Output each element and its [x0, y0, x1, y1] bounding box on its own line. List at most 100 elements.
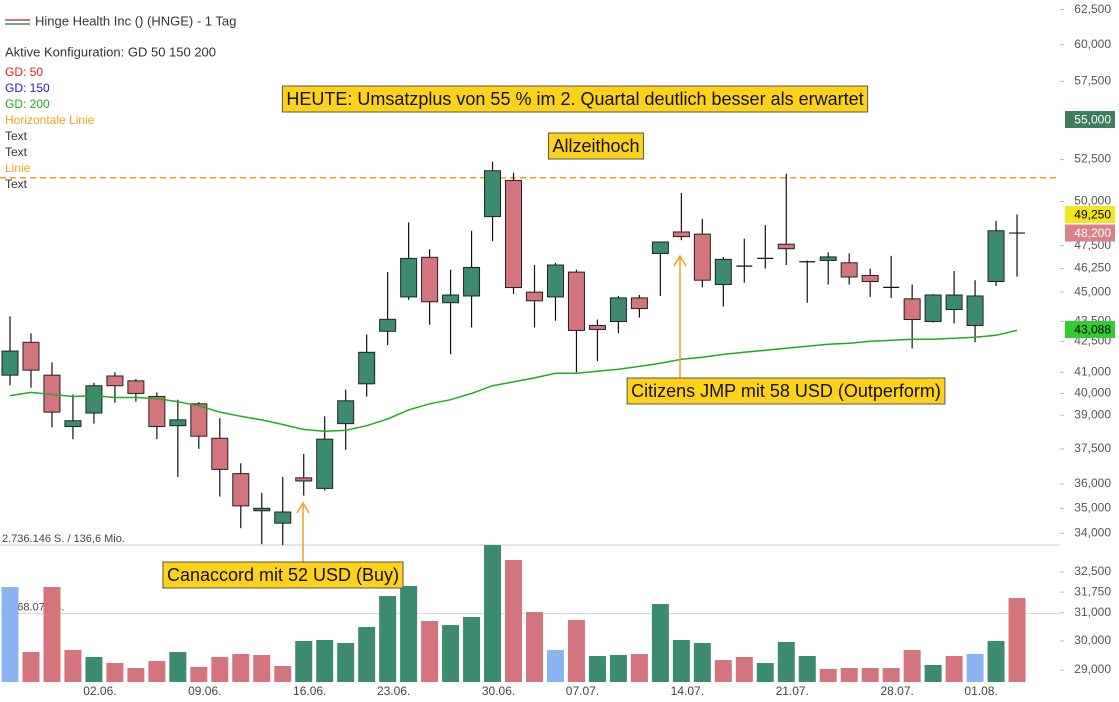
candle-body: [651, 241, 669, 254]
y-tick-label: 60,000: [1074, 37, 1111, 51]
x-tick-label: 09.06.: [188, 684, 221, 698]
volume-bar: [1, 587, 19, 682]
candle-body: [714, 258, 732, 286]
volume-bar: [966, 654, 984, 682]
price-pane: [0, 161, 1060, 546]
y-tick-label: 37,500: [1074, 441, 1111, 455]
candle-body: [567, 271, 585, 331]
candle-body: [777, 243, 795, 250]
volume-bar: [106, 663, 124, 682]
price-marker: [1065, 224, 1115, 242]
annotation-box: [162, 561, 404, 589]
legend-entry: GD: 50: [5, 65, 43, 79]
annotation-text: HEUTE: Umsatzplus von 55 % im 2. Quartal…: [286, 89, 863, 109]
y-tick-label: 40,000: [1074, 386, 1111, 400]
annotation-text: Allzeithoch: [552, 136, 639, 156]
volume-bar: [463, 617, 481, 682]
candle-body: [861, 274, 879, 283]
candle-body: [379, 318, 397, 332]
x-tick-label: 16.06.: [293, 684, 326, 698]
candle-body: [85, 385, 103, 414]
chart-title: Hinge Health Inc () (HNGE) - 1 Tag: [35, 13, 236, 28]
volume-bar: [1008, 598, 1026, 682]
candle-body: [295, 477, 313, 482]
x-tick-label: 23.06.: [377, 684, 410, 698]
volume-bar: [442, 625, 460, 682]
volume-bar: [609, 655, 627, 682]
candle-body: [337, 400, 355, 425]
chart-subtitle: Aktive Konfiguration: GD 50 150 200: [5, 44, 216, 59]
annotation-box: [626, 377, 946, 405]
volume-bar: [253, 655, 271, 682]
legend-entry: GD: 200: [5, 97, 50, 111]
legend-entry: Linie: [5, 161, 31, 175]
x-tick-label: 30.06.: [482, 684, 515, 698]
volume-bar: [400, 586, 418, 682]
candle-body: [630, 297, 648, 310]
volume-bar: [924, 664, 942, 682]
price-marker: [1065, 206, 1115, 224]
candle-body: [505, 179, 523, 289]
volume-bar: [295, 640, 313, 682]
y-tick-label: 39,000: [1074, 407, 1111, 421]
x-tick-label: 14.07.: [671, 684, 704, 698]
moving-average-line: [9, 329, 1018, 433]
volume-bar: [190, 666, 208, 682]
candle-body: [316, 438, 334, 489]
annotation-text: Citizens JMP mit 58 USD (Outperform): [631, 381, 941, 401]
candle-body: [358, 351, 376, 385]
volume-bar: [358, 627, 376, 682]
volume-bar: [777, 641, 795, 682]
volume-label: 2.736.146 S. / 136,6 Mio.: [2, 533, 125, 545]
x-tick-label: 02.06.: [83, 684, 116, 698]
candle-body: [64, 420, 82, 428]
volume-bar: [274, 665, 292, 682]
volume-bar: [169, 652, 187, 682]
volume-bar: [85, 657, 103, 682]
candle-body: [190, 403, 208, 437]
y-tick-label: 46,250: [1074, 261, 1111, 275]
candle-body: [588, 324, 606, 330]
volume-bar: [567, 620, 585, 682]
candle-body: [211, 437, 229, 470]
x-tick-label: 07.07.: [566, 684, 599, 698]
y-tick-label: 31,000: [1074, 605, 1111, 619]
annotation-box: [547, 132, 645, 160]
volume-bar: [651, 603, 669, 682]
candle-body: [232, 473, 250, 507]
candle-body: [169, 419, 187, 427]
volume-pane: 2.736.146 S. / 136,6 Mio.1.368.073 S.: [0, 533, 1060, 682]
legend-entry: Text: [5, 145, 28, 159]
candle-body: [106, 375, 124, 387]
y-tick-label: 50,000: [1074, 194, 1111, 208]
volume-bar: [882, 667, 900, 682]
volume-bar: [756, 663, 774, 682]
volume-bar: [714, 660, 732, 682]
y-tick-label: 36,000: [1074, 476, 1111, 490]
y-tick-label: 41,000: [1074, 364, 1111, 378]
volume-bar: [484, 545, 502, 682]
volume-bar: [148, 661, 166, 682]
y-tick-label: 45,000: [1074, 284, 1111, 298]
volume-bar: [421, 621, 439, 682]
price-marker-label: 49,250: [1074, 208, 1111, 222]
volume-bar: [672, 639, 690, 682]
volume-bar: [546, 650, 564, 682]
volume-bar: [945, 656, 963, 682]
candle-body: [672, 231, 690, 238]
overlay: GD: 50 GD: 150 GD: 200 Horizontale Linie Tex…: [5, 65, 946, 589]
volume-bar: [526, 612, 543, 682]
volume-bar: [22, 652, 40, 682]
candle-body: [924, 294, 942, 322]
volume-bar: [693, 642, 711, 682]
volume-bar: [64, 650, 82, 682]
y-tick-label: 62,500: [1074, 2, 1111, 16]
volume-bar: [127, 667, 145, 682]
candle-body: [945, 294, 963, 311]
candle-body: [546, 264, 564, 298]
candle-body: [903, 298, 921, 321]
candle-body: [421, 256, 439, 303]
candle-body: [253, 507, 271, 512]
candle-body: [526, 291, 543, 302]
price-marker-label: 48,200: [1074, 226, 1111, 240]
